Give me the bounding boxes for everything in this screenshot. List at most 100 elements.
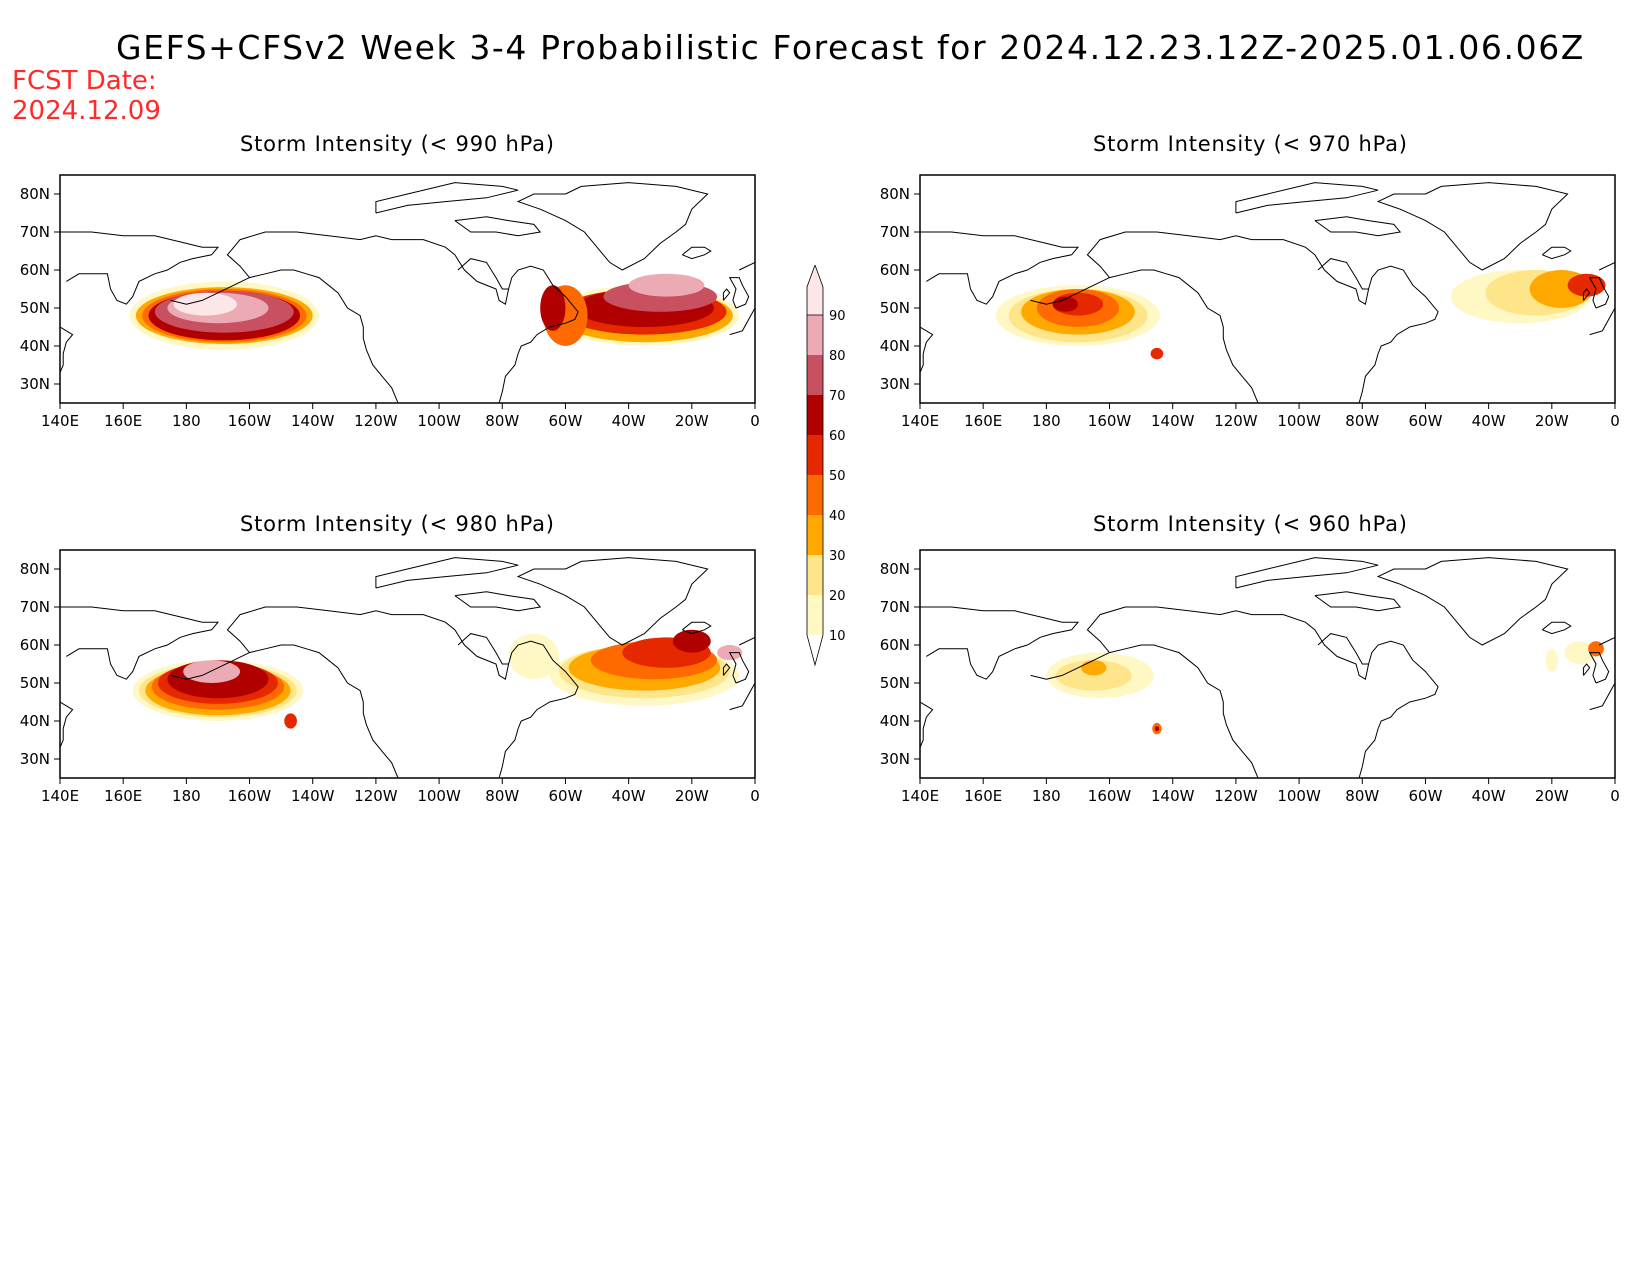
colorbar-label: 30 bbox=[829, 549, 846, 564]
x-tick-label: 180 bbox=[1032, 412, 1061, 430]
coastline bbox=[1376, 182, 1569, 271]
coastline bbox=[920, 701, 934, 748]
coastline bbox=[1598, 261, 1615, 271]
y-tick-label: 80N bbox=[880, 185, 910, 203]
x-tick-label: 100W bbox=[1277, 412, 1321, 430]
x-tick-label: 100W bbox=[417, 412, 461, 430]
probability-region bbox=[672, 629, 711, 653]
coastline bbox=[728, 277, 750, 309]
y-tick-label: 80N bbox=[20, 185, 50, 203]
x-tick-label: 80W bbox=[1345, 412, 1379, 430]
probability-region bbox=[1154, 725, 1160, 732]
coastline bbox=[457, 633, 509, 665]
y-tick-label: 50N bbox=[20, 674, 50, 692]
probability-region bbox=[1564, 641, 1597, 664]
colorbar-tail bbox=[806, 634, 824, 667]
x-tick-label: 60W bbox=[1408, 787, 1442, 805]
colorbar-label: 70 bbox=[829, 389, 846, 404]
coastline bbox=[1086, 606, 1439, 778]
x-tick-label: 120W bbox=[354, 787, 398, 805]
colorbar-label: 10 bbox=[829, 629, 846, 644]
probability-region bbox=[1545, 648, 1559, 672]
coastline bbox=[1317, 633, 1369, 665]
x-tick-label: 140W bbox=[1151, 787, 1195, 805]
coastline bbox=[1589, 682, 1615, 711]
probability-region bbox=[1081, 660, 1107, 676]
coastline bbox=[454, 216, 542, 237]
coastline bbox=[457, 258, 509, 290]
map-panel-990hpa: 140E 160E 180 160W 140W 120W 100W 80W 60W 40W 20W 0… bbox=[20, 174, 760, 430]
x-tick-label: 100W bbox=[417, 787, 461, 805]
x-tick-label: 20W bbox=[675, 787, 709, 805]
coastline bbox=[226, 606, 579, 778]
coastline bbox=[1588, 652, 1610, 684]
x-tick-label: 160W bbox=[1088, 787, 1132, 805]
panel-title-990: Storm Intensity (< 990 hPa) bbox=[240, 132, 555, 156]
y-tick-label: 60N bbox=[880, 261, 910, 279]
y-tick-label: 30N bbox=[20, 750, 50, 768]
y-tick-label: 50N bbox=[880, 674, 910, 692]
coastline bbox=[1541, 246, 1572, 260]
x-tick-label: 140E bbox=[41, 412, 79, 430]
coastline bbox=[729, 307, 755, 336]
coastline bbox=[1589, 307, 1615, 336]
coastline bbox=[375, 182, 519, 214]
coastline bbox=[1235, 182, 1379, 214]
coastline bbox=[1235, 557, 1379, 589]
y-tick-label: 70N bbox=[20, 598, 50, 616]
probability-region bbox=[1055, 660, 1132, 691]
map-panel-970hpa: 140E 160E 180 160W 140W 120W 100W 80W 60W 40W 20W 0… bbox=[880, 174, 1620, 430]
y-tick-label: 30N bbox=[20, 375, 50, 393]
coastline bbox=[226, 231, 579, 403]
x-tick-label: 120W bbox=[354, 412, 398, 430]
coastline bbox=[516, 557, 709, 646]
x-tick-label: 80W bbox=[485, 787, 519, 805]
y-tick-label: 60N bbox=[20, 636, 50, 654]
y-tick-label: 80N bbox=[880, 560, 910, 578]
coastline bbox=[249, 644, 399, 778]
map-frame bbox=[919, 549, 1616, 779]
coastline bbox=[1109, 644, 1259, 778]
map-frame bbox=[59, 174, 756, 404]
coastline bbox=[1030, 277, 1110, 305]
coastline bbox=[516, 182, 709, 271]
probability-colorbar: 10 20 30 40 50 60 70 80 90 bbox=[806, 265, 846, 667]
x-tick-label: 20W bbox=[675, 412, 709, 430]
coastline bbox=[170, 277, 250, 305]
y-tick-label: 60N bbox=[880, 636, 910, 654]
probability-region bbox=[628, 273, 705, 297]
coastline bbox=[1598, 636, 1615, 646]
x-tick-label: 160E bbox=[104, 412, 142, 430]
y-tick-label: 40N bbox=[20, 712, 50, 730]
colorbar-segment bbox=[807, 555, 823, 595]
colorbar-label: 20 bbox=[829, 589, 846, 604]
coastline bbox=[1314, 216, 1402, 237]
x-tick-label: 180 bbox=[172, 412, 201, 430]
map-panel-980hpa: 140E 160E 180 160W 140W 120W 100W 80W 60W 40W 20W 0… bbox=[20, 549, 760, 805]
y-tick-label: 40N bbox=[880, 712, 910, 730]
x-tick-label: 40W bbox=[1472, 412, 1506, 430]
coastline bbox=[728, 652, 750, 684]
x-tick-label: 140E bbox=[41, 787, 79, 805]
x-tick-label: 0 bbox=[1610, 787, 1620, 805]
coastline bbox=[1582, 288, 1591, 301]
x-tick-label: 40W bbox=[1472, 787, 1506, 805]
x-tick-label: 0 bbox=[750, 412, 760, 430]
coastline bbox=[1582, 663, 1591, 676]
x-tick-label: 40W bbox=[612, 412, 646, 430]
coastline bbox=[1086, 231, 1439, 403]
probability-region bbox=[183, 660, 241, 683]
colorbar-label: 60 bbox=[829, 429, 846, 444]
x-tick-label: 140W bbox=[291, 787, 335, 805]
x-tick-label: 60W bbox=[548, 412, 582, 430]
colorbar-segment bbox=[807, 475, 823, 515]
x-tick-label: 120W bbox=[1214, 787, 1258, 805]
map-panel-960hpa: 140E 160E 180 160W 140W 120W 100W 80W 60W 40W 20W 0… bbox=[880, 549, 1620, 805]
x-tick-label: 160E bbox=[104, 787, 142, 805]
x-tick-label: 160W bbox=[228, 787, 272, 805]
coastline bbox=[249, 269, 399, 403]
coastline bbox=[920, 231, 1080, 305]
coastline bbox=[60, 701, 74, 748]
x-tick-label: 160E bbox=[964, 787, 1002, 805]
coastline bbox=[1109, 269, 1259, 403]
